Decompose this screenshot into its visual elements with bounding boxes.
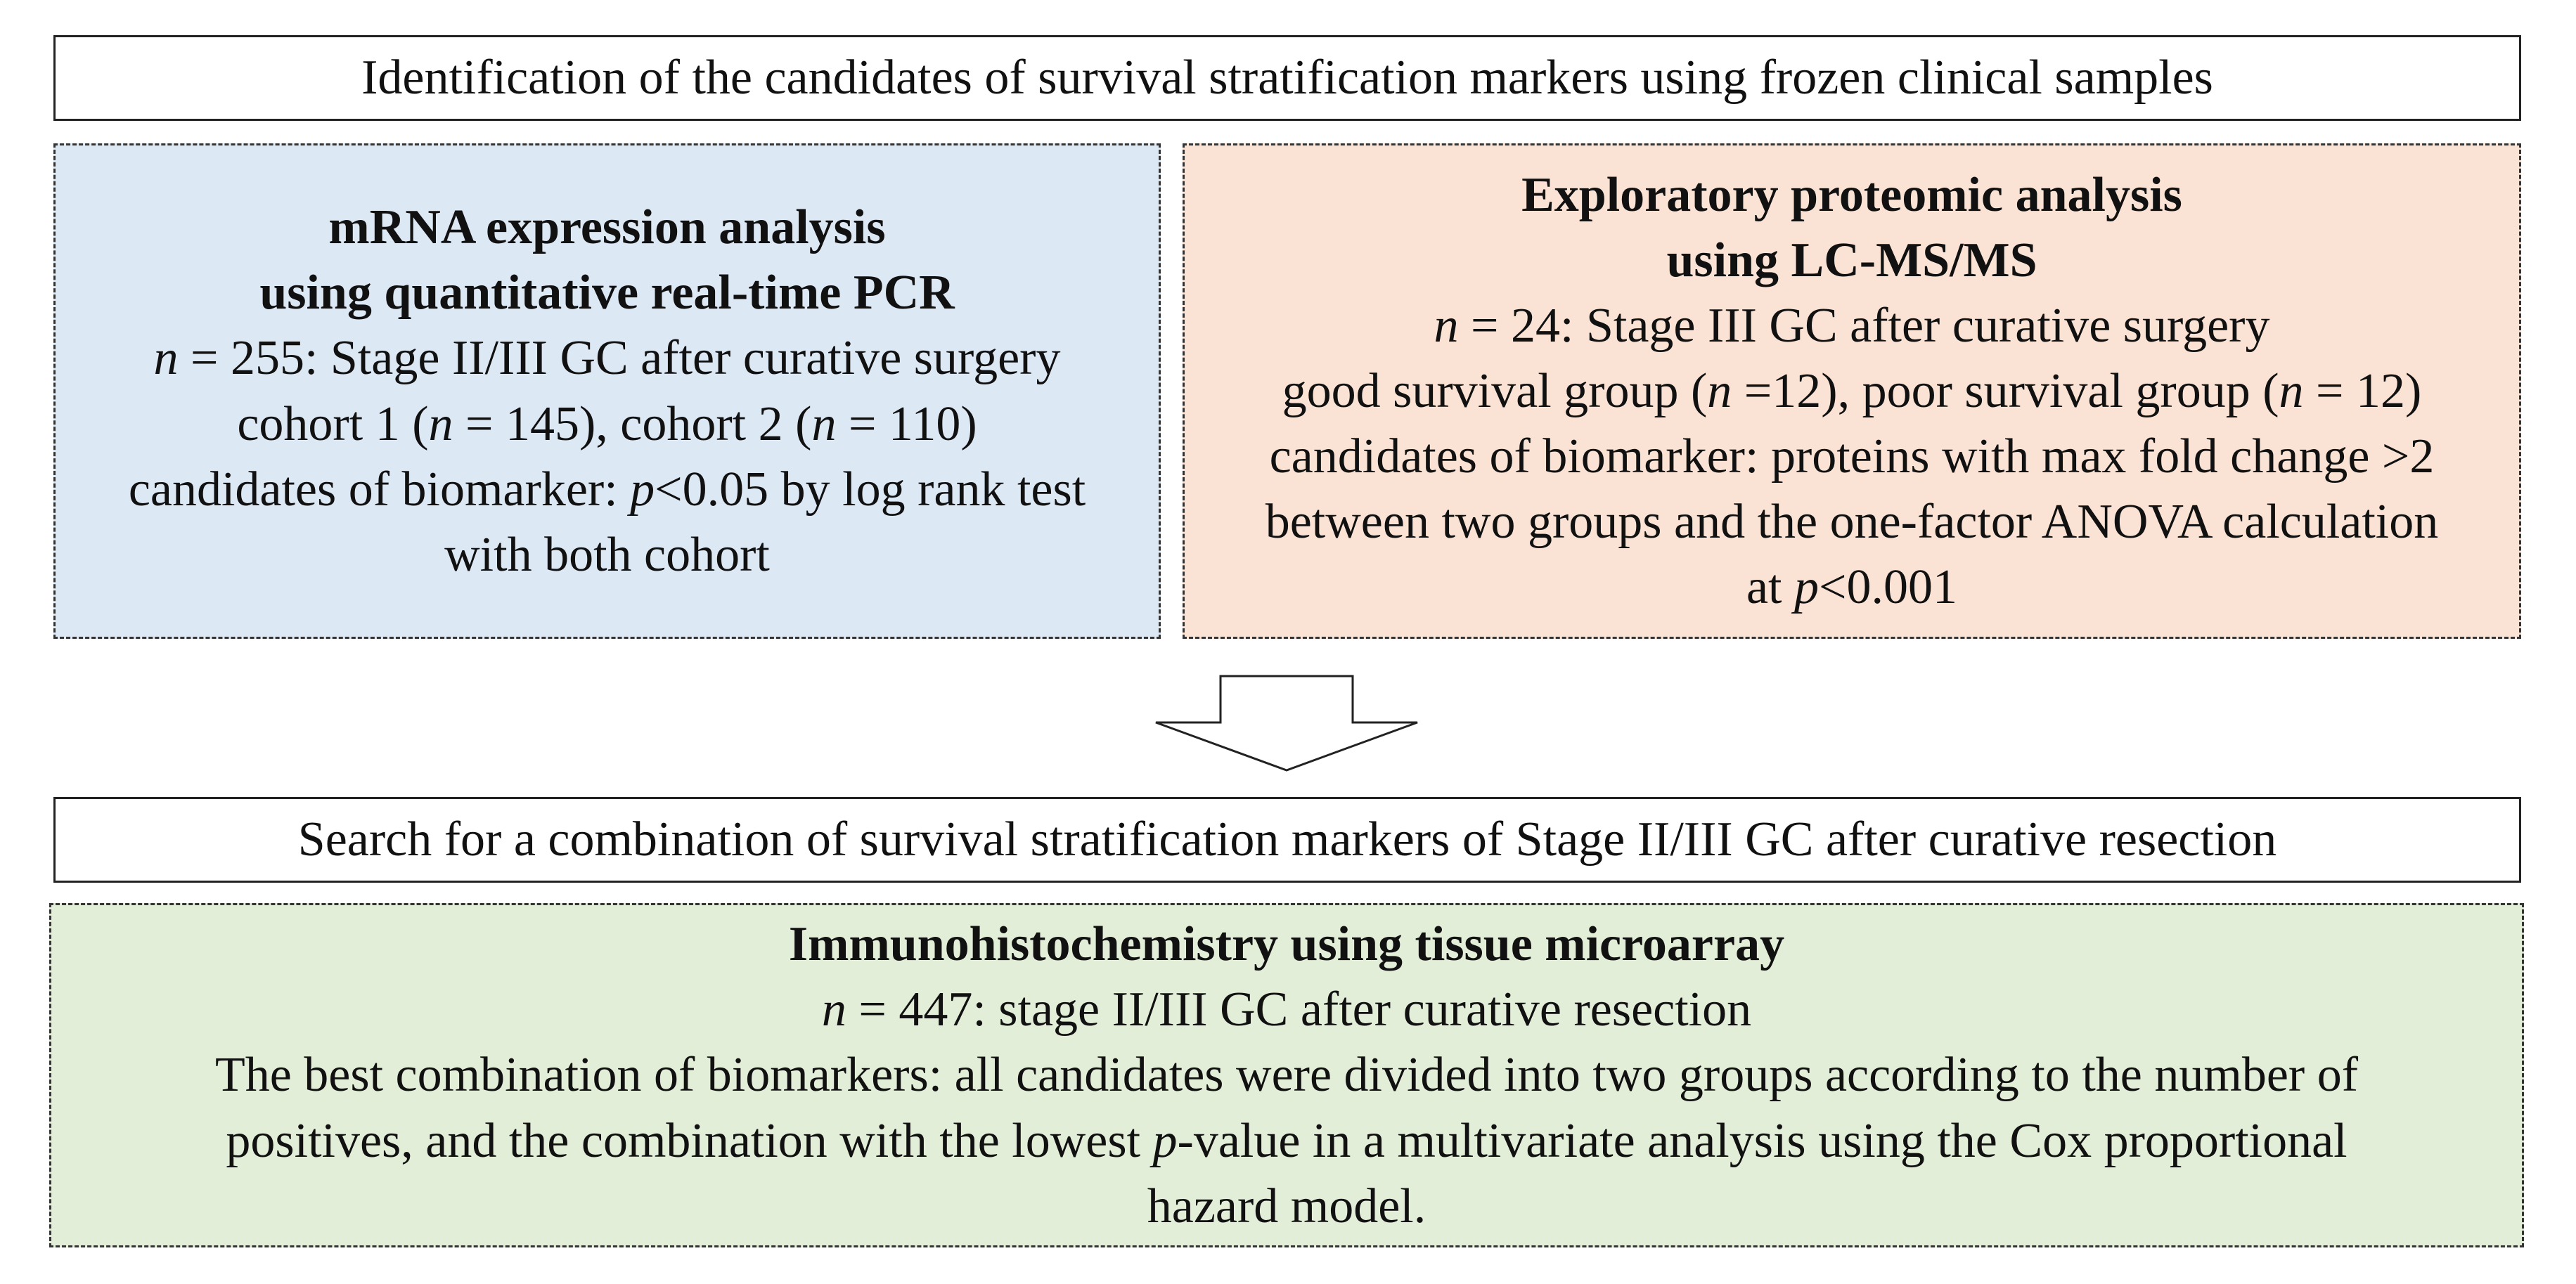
proteomic-analysis-panel: Exploratory proteomic analysis using LC-… bbox=[1183, 143, 2521, 639]
proteomic-heading-line-2: using LC-MS/MS bbox=[1666, 233, 2037, 287]
proteomic-significance: at p<0.001 bbox=[1746, 560, 1957, 615]
mrna-heading-line-1: mRNA expression analysis bbox=[328, 200, 886, 255]
top-banner: Identification of the candidates of surv… bbox=[53, 35, 2521, 121]
proteomic-candidate-criteria-cont: between two groups and the one-factor AN… bbox=[1265, 495, 2439, 550]
ihc-method-line-1: The best combination of biomarkers: all … bbox=[214, 1048, 2359, 1103]
ihc-method-line-2: positives, and the combination with the … bbox=[226, 1113, 2348, 1168]
ihc-panel: Immunohistochemistry using tissue microa… bbox=[49, 903, 2524, 1247]
proteomic-sample-size: n = 24: Stage III GC after curative surg… bbox=[1434, 298, 2270, 353]
ihc-heading: Immunohistochemistry using tissue microa… bbox=[788, 917, 1785, 972]
mrna-candidate-criteria-cont: with both cohort bbox=[444, 527, 770, 582]
mrna-sample-size: n = 255: Stage II/III GC after curative … bbox=[153, 331, 1061, 386]
mrna-candidate-criteria: candidates of biomarker: p<0.05 by log r… bbox=[128, 462, 1086, 517]
mrna-analysis-panel: mRNA expression analysis using quantitat… bbox=[53, 143, 1161, 639]
bottom-banner: Search for a combination of survival str… bbox=[53, 797, 2521, 883]
mrna-heading-line-2: using quantitative real-time PCR bbox=[259, 266, 955, 320]
mrna-cohorts: cohort 1 (n = 145), cohort 2 (n = 110) bbox=[237, 396, 977, 451]
bottom-banner-text: Search for a combination of survival str… bbox=[297, 812, 2277, 867]
top-banner-text: Identification of the candidates of surv… bbox=[361, 51, 2213, 105]
down-arrow-icon bbox=[1155, 675, 1418, 772]
proteomic-groups: good survival group (n =12), poor surviv… bbox=[1282, 363, 2422, 418]
ihc-sample-size: n = 447: stage II/III GC after curative … bbox=[821, 983, 1752, 1037]
proteomic-candidate-criteria: candidates of biomarker: proteins with m… bbox=[1269, 429, 2435, 484]
ihc-method-line-3: hazard model. bbox=[1147, 1179, 1427, 1233]
proteomic-heading-line-1: Exploratory proteomic analysis bbox=[1521, 167, 2182, 222]
